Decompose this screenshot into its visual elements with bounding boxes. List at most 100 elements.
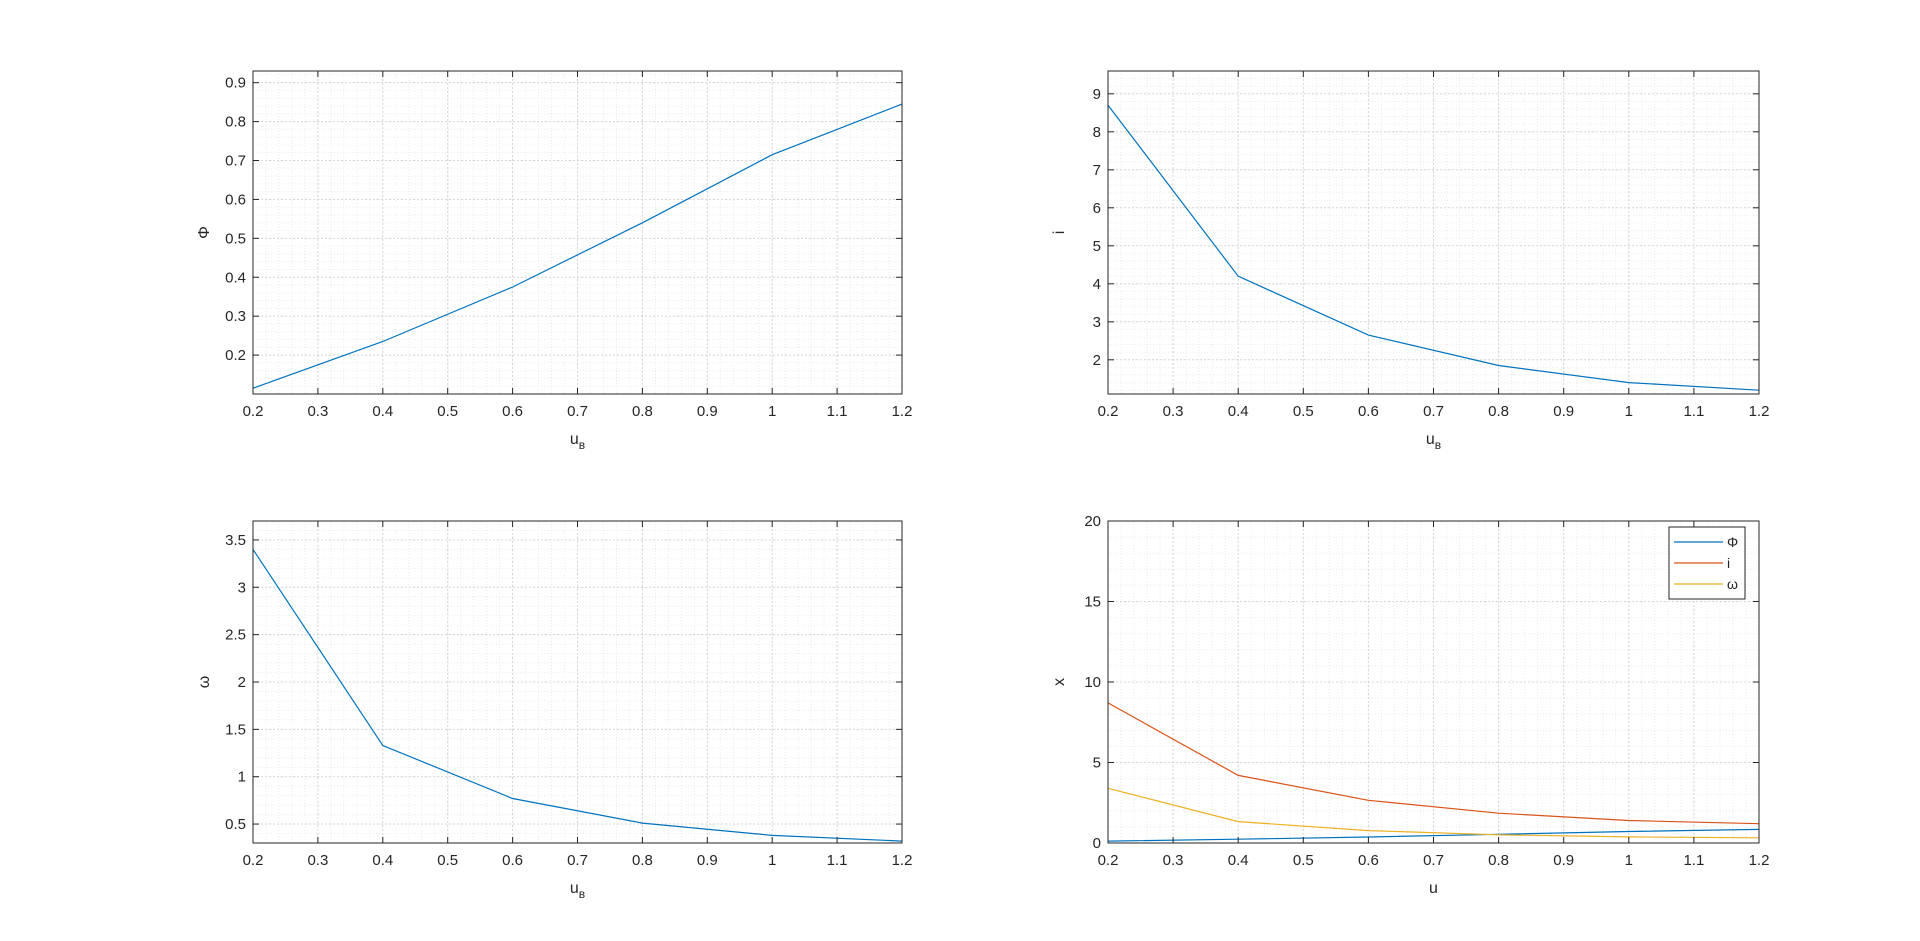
y-tick-label: 2 bbox=[1093, 352, 1101, 369]
x-axis-label: uв bbox=[1426, 431, 1441, 452]
y-tick-label: 0.7 bbox=[225, 153, 246, 170]
x-tick-label: 0.3 bbox=[307, 852, 328, 869]
y-axis-label: i bbox=[1051, 231, 1068, 235]
x-tick-label: 1 bbox=[1625, 852, 1633, 869]
x-tick-label: 0.3 bbox=[1163, 852, 1184, 869]
y-tick-label: 0.5 bbox=[225, 230, 246, 247]
data-point bbox=[1366, 798, 1370, 802]
x-tick-label: 0.9 bbox=[697, 403, 718, 420]
y-tick-label: 1 bbox=[238, 769, 246, 786]
series-line-1 bbox=[252, 103, 903, 389]
x-tick-label: 0.4 bbox=[1228, 403, 1249, 420]
y-tick-label: 0.9 bbox=[225, 75, 246, 92]
x-tick-label: 1.2 bbox=[1749, 403, 1770, 420]
series-line-2 bbox=[1107, 702, 1760, 825]
x-tick-label: 0.5 bbox=[1293, 403, 1314, 420]
x-tick-label: 0.7 bbox=[567, 403, 588, 420]
x-tick-label: 0.3 bbox=[307, 403, 328, 420]
x-axis-label: uв bbox=[570, 880, 585, 901]
data-point bbox=[1497, 811, 1501, 815]
data-point bbox=[1627, 829, 1631, 833]
major-grid bbox=[252, 71, 903, 394]
chart-4: 0.2 0.3 0.4 0.5 0.6 0.7 0.8 0.9 1 1.1 1.2 0 5 10 15 20 u… bbox=[1051, 513, 1769, 897]
y-tick-label: 10 bbox=[1084, 674, 1101, 691]
series-line-1 bbox=[252, 549, 903, 842]
x-axis-label-main: u bbox=[1426, 431, 1435, 448]
data-point bbox=[1497, 364, 1501, 368]
data-point bbox=[770, 833, 774, 837]
y-tick-label: 6 bbox=[1093, 200, 1101, 217]
x-tick-label: 0.2 bbox=[1098, 852, 1119, 869]
series-line-1 bbox=[1107, 104, 1760, 391]
x-tick-label: 0.4 bbox=[372, 852, 393, 869]
x-tick-label: 0.9 bbox=[1553, 403, 1574, 420]
x-tick-label: 1.2 bbox=[892, 852, 913, 869]
x-axis-label-subscript: в bbox=[579, 887, 585, 901]
x-tick-label: 0.4 bbox=[372, 403, 393, 420]
x-tick-label: 0.8 bbox=[1488, 852, 1509, 869]
x-tick-label: 1 bbox=[768, 403, 776, 420]
x-tick-label: 0.9 bbox=[1553, 852, 1574, 869]
x-tick-label: 0.2 bbox=[243, 852, 264, 869]
y-tick-label: 7 bbox=[1093, 162, 1101, 179]
series-line-1 bbox=[1107, 828, 1760, 842]
legend-entry: i bbox=[1727, 555, 1730, 571]
x-tick-label: 1.1 bbox=[1683, 852, 1704, 869]
y-tick-label: 0.2 bbox=[225, 347, 246, 364]
chart-3: 0.2 0.3 0.4 0.5 0.6 0.7 0.8 0.9 1 1.1 1.2 0.5 1 1.5 2 2… bbox=[196, 520, 913, 901]
y-tick-label: 1.5 bbox=[225, 721, 246, 738]
y-axis-label: Φ bbox=[196, 226, 213, 239]
x-axis-label-subscript: в bbox=[579, 438, 585, 452]
x-tick-label: 1.2 bbox=[1749, 852, 1770, 869]
data-point bbox=[640, 821, 644, 825]
x-tick-label: 0.7 bbox=[567, 852, 588, 869]
y-tick-label: 15 bbox=[1084, 594, 1101, 611]
x-tick-label: 0.2 bbox=[243, 403, 264, 420]
x-axis-label-subscript: в bbox=[1435, 438, 1441, 452]
x-tick-label: 0.2 bbox=[1098, 403, 1119, 420]
legend-entry: Φ bbox=[1727, 534, 1738, 550]
y-tick-label: 2 bbox=[238, 674, 246, 691]
y-tick-label: 5 bbox=[1093, 238, 1101, 255]
x-tick-label: 1.1 bbox=[1683, 403, 1704, 420]
chart-1: 0.2 0.3 0.4 0.5 0.6 0.7 0.8 0.9 1 1.1 1.2 0.2 0.3 0.4… bbox=[196, 70, 912, 452]
series-line-3 bbox=[1107, 787, 1760, 839]
x-tick-label: 0.8 bbox=[632, 403, 653, 420]
x-tick-label: 0.6 bbox=[1358, 852, 1379, 869]
y-tick-label: 3.5 bbox=[225, 532, 246, 549]
data-point bbox=[381, 743, 385, 747]
x-tick-label: 1 bbox=[768, 852, 776, 869]
data-point bbox=[1627, 818, 1631, 822]
x-tick-label: 0.4 bbox=[1228, 852, 1249, 869]
y-tick-label: 9 bbox=[1093, 86, 1101, 103]
x-tick-label: 0.6 bbox=[502, 852, 523, 869]
x-axis-label-main: u bbox=[1429, 880, 1438, 897]
data-point bbox=[640, 221, 644, 225]
y-tick-label: 20 bbox=[1084, 513, 1101, 530]
y-tick-label: 0.4 bbox=[225, 269, 246, 286]
x-tick-label: 0.6 bbox=[1358, 403, 1379, 420]
x-tick-label: 0.8 bbox=[1488, 403, 1509, 420]
x-tick-label: 0.5 bbox=[437, 403, 458, 420]
x-tick-label: 1.1 bbox=[827, 403, 848, 420]
x-tick-label: 0.9 bbox=[697, 852, 718, 869]
data-point bbox=[1627, 381, 1631, 385]
y-tick-label: 0.3 bbox=[225, 308, 246, 325]
x-tick-label: 1.1 bbox=[827, 852, 848, 869]
data-point bbox=[381, 339, 385, 343]
data-point bbox=[1497, 833, 1501, 837]
x-tick-label: 0.8 bbox=[632, 852, 653, 869]
data-point bbox=[1236, 820, 1240, 824]
y-tick-label: 0.6 bbox=[225, 191, 246, 208]
data-point bbox=[1366, 333, 1370, 337]
data-point bbox=[1366, 829, 1370, 833]
y-axis-label: ω bbox=[196, 676, 213, 689]
data-point bbox=[1236, 274, 1240, 278]
y-tick-label: 0.5 bbox=[225, 816, 246, 833]
x-tick-label: 0.5 bbox=[1293, 852, 1314, 869]
x-axis-label-main: u bbox=[570, 431, 579, 448]
legend-entry: ω bbox=[1727, 576, 1738, 592]
x-tick-label: 0.5 bbox=[437, 852, 458, 869]
